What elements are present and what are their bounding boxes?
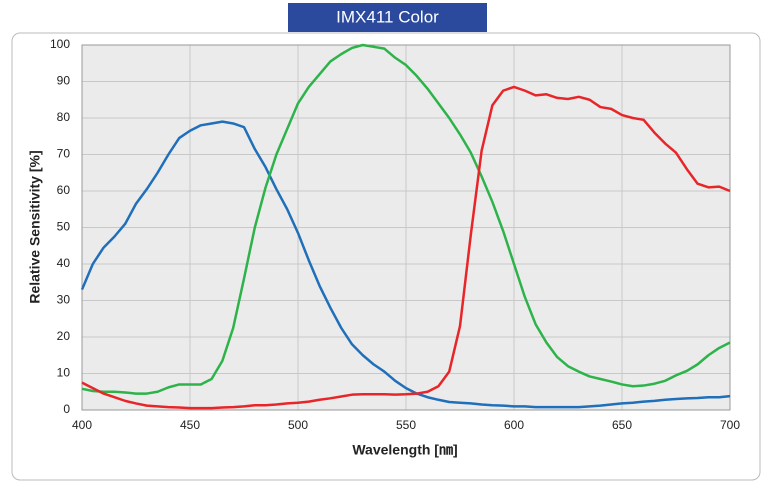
x-tick-label: 400: [72, 418, 92, 432]
x-tick-label: 700: [720, 418, 740, 432]
x-axis-label: Wavelength [㎚]: [352, 442, 457, 458]
series-line: [80, 120, 731, 409]
x-tick-label: 500: [288, 418, 308, 432]
y-tick-label: 90: [57, 74, 71, 88]
y-tick-label: 70: [57, 147, 71, 161]
y-tick-label: 80: [57, 110, 71, 124]
series-line: [81, 43, 731, 395]
x-tick-label: 450: [180, 418, 200, 432]
y-tick-label: 0: [63, 402, 70, 416]
x-tick-label: 600: [504, 418, 524, 432]
y-tick-label: 30: [57, 293, 71, 307]
y-tick-label: 10: [57, 366, 71, 380]
y-tick-label: 100: [50, 37, 70, 51]
chart-title: IMX411 Color: [336, 7, 439, 26]
plot-border: [81, 44, 731, 411]
y-tick-label: 20: [57, 329, 71, 343]
y-tick-label: 40: [57, 256, 71, 270]
title-box: [288, 3, 487, 32]
y-tick-label: 50: [57, 220, 71, 234]
y-tick-label: 60: [57, 183, 71, 197]
y-axis-label: Relative Sensitivity [%]: [27, 150, 43, 303]
series-line: [81, 85, 731, 410]
x-tick-label: 650: [612, 418, 632, 432]
x-tick-label: 550: [396, 418, 416, 432]
